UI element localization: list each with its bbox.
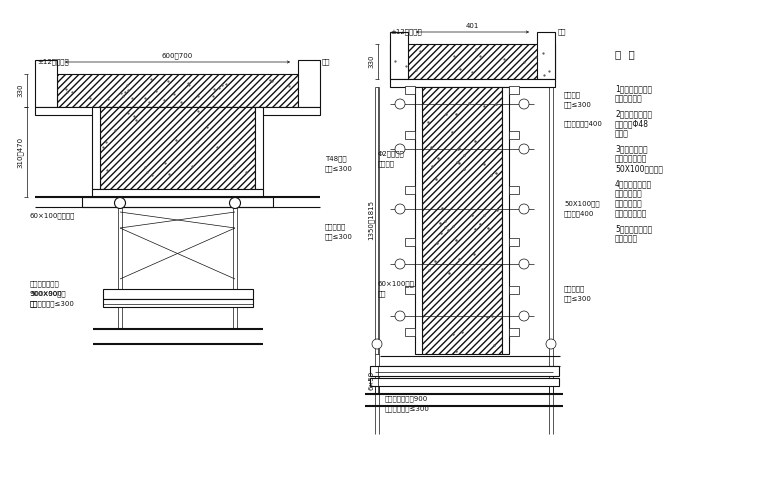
Bar (509, 186, 519, 194)
Text: 310～470: 310～470 (17, 136, 23, 167)
Text: 模板制作安装: 模板制作安装 (615, 199, 643, 208)
Circle shape (395, 259, 405, 269)
Bar (390, 79, 555, 87)
Text: 说  明: 说 明 (615, 49, 635, 59)
Bar (390, 44, 555, 79)
Bar (405, 186, 415, 194)
Bar (390, 32, 408, 79)
Bar (103, 289, 253, 299)
Bar (509, 286, 519, 294)
Text: 间距≤300: 间距≤300 (325, 234, 353, 240)
Text: 精扣螺钉螺钉400: 精扣螺钉螺钉400 (564, 121, 603, 127)
Text: Φ2对对拉精: Φ2对对拉精 (378, 151, 405, 157)
Text: 330: 330 (368, 55, 374, 68)
Text: 平母间跛400: 平母间跛400 (564, 211, 594, 217)
Text: 木樵: 木樵 (322, 59, 331, 65)
Text: 精扣脟干架: 精扣脟干架 (564, 286, 585, 292)
Text: 尺寸任何，但: 尺寸任何，但 (615, 189, 643, 198)
Text: 木樵: 木樵 (558, 29, 566, 35)
Text: 水平拉杆间跛≤300: 水平拉杆间跛≤300 (30, 301, 75, 307)
Bar (35, 107, 320, 115)
Text: 精扣脚手架间距900: 精扣脚手架间距900 (385, 396, 428, 402)
Text: 3．模板板面全: 3．模板板面全 (615, 144, 648, 153)
Text: 间跛: 间跛 (30, 301, 39, 307)
Bar (82, 197, 273, 207)
Text: Τ48龙骨: Τ48龙骨 (325, 156, 347, 162)
Text: 基本方法相同。: 基本方法相同。 (615, 209, 648, 218)
Bar (370, 378, 559, 386)
Circle shape (395, 99, 405, 109)
Bar (422, 87, 502, 354)
Text: 2．水平拉杆和剪: 2．水平拉杆和剪 (615, 109, 652, 118)
Text: ±12厘竹模板: ±12厘竹模板 (390, 29, 422, 35)
Text: 间跛≤300: 间跛≤300 (564, 102, 592, 108)
Bar (405, 86, 415, 94)
Circle shape (519, 204, 529, 214)
Bar (35, 60, 57, 107)
Text: 900×900: 900×900 (30, 291, 63, 297)
Text: 刀撅使用Φ48: 刀撅使用Φ48 (615, 119, 649, 128)
Text: 阶次题次: 阶次题次 (378, 161, 395, 167)
Bar (509, 131, 519, 139)
Text: 330: 330 (17, 84, 23, 97)
Bar (370, 366, 559, 376)
Bar (100, 107, 255, 189)
Circle shape (519, 99, 529, 109)
Circle shape (519, 311, 529, 321)
Text: 间距≤300: 间距≤300 (325, 166, 353, 172)
Bar (509, 328, 519, 336)
Text: 精扣脟干架。: 精扣脟干架。 (615, 94, 643, 103)
Text: 中板龙骨: 中板龙骨 (564, 91, 581, 98)
Bar (405, 131, 415, 139)
Bar (255, 107, 263, 189)
Circle shape (115, 197, 125, 209)
Text: 1．模板支撇采用: 1．模板支撇采用 (615, 84, 652, 93)
Text: 401: 401 (466, 23, 480, 29)
Bar (502, 87, 509, 354)
Circle shape (519, 259, 529, 269)
Text: 水平拉杆间跛≤300: 水平拉杆间跛≤300 (385, 406, 430, 412)
Circle shape (546, 339, 556, 349)
Text: 钉管。: 钉管。 (615, 129, 629, 138)
Bar (92, 189, 263, 197)
Bar (537, 32, 555, 79)
Circle shape (519, 144, 529, 154)
Text: 4．模板面处理如: 4．模板面处理如 (615, 179, 652, 188)
Text: ±12厉竹模板: ±12厉竹模板 (37, 59, 68, 65)
Bar (103, 299, 253, 307)
Circle shape (372, 339, 382, 349)
Text: 部采用竹模板，: 部采用竹模板， (615, 154, 648, 163)
Text: 500X00木栿: 500X00木栿 (30, 291, 65, 297)
Text: 间跛: 间跛 (378, 291, 387, 297)
Text: 50X100木龙骨。: 50X100木龙骨。 (615, 164, 663, 173)
Text: 键承接件。: 键承接件。 (615, 234, 638, 243)
Circle shape (230, 197, 240, 209)
Circle shape (395, 144, 405, 154)
Bar (509, 238, 519, 246)
Text: 50X100木方: 50X100木方 (564, 201, 600, 207)
Bar (405, 286, 415, 294)
Text: 精扣脟干架: 精扣脟干架 (325, 224, 347, 230)
Text: 间跛≤300: 间跛≤300 (564, 296, 592, 302)
Bar (509, 86, 519, 94)
Text: 精扣脟干架间跛: 精扣脟干架间跛 (30, 281, 60, 287)
Text: 1350～1815: 1350～1815 (367, 200, 374, 241)
Bar (405, 328, 415, 336)
Circle shape (395, 204, 405, 214)
Bar (57, 74, 298, 107)
Bar (298, 60, 320, 107)
Text: 60×100木方: 60×100木方 (378, 281, 415, 287)
Bar (405, 238, 415, 246)
Text: 6×59: 6×59 (368, 370, 374, 390)
Text: 5．钉管连接用偶: 5．钉管连接用偶 (615, 224, 652, 233)
Circle shape (395, 311, 405, 321)
Text: 60×100通长木方: 60×100通长木方 (30, 212, 75, 219)
Bar (92, 107, 100, 189)
Text: 600～700: 600～700 (162, 52, 193, 59)
Bar (415, 87, 422, 354)
